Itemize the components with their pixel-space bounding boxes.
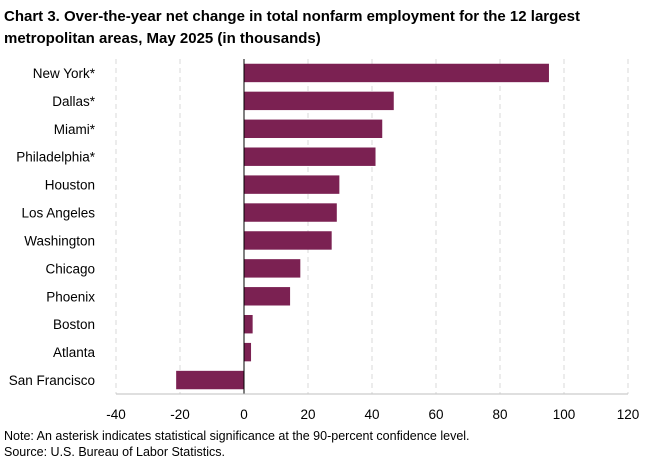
category-label: Los Angeles <box>21 206 95 221</box>
x-tick-label: 40 <box>364 407 379 422</box>
bar-phoenix <box>244 287 291 306</box>
bar-miami <box>244 119 383 139</box>
x-tick-labels: -40 -20 0 20 40 60 80 100 120 <box>106 407 639 422</box>
axes <box>116 59 628 395</box>
bar-boston <box>244 314 253 334</box>
bar-dallas <box>244 91 394 111</box>
footnotes: Note: An asterisk indicates statistical … <box>4 428 470 460</box>
category-label: New York* <box>33 66 96 81</box>
category-label: Washington <box>24 233 95 248</box>
category-label: Houston <box>45 178 95 193</box>
source-text: Source: U.S. Bureau of Labor Statistics. <box>4 445 225 459</box>
x-tick-label: -40 <box>106 407 126 422</box>
bar-washington <box>244 231 332 250</box>
x-tick-label: 60 <box>428 407 443 422</box>
bar-atlanta <box>244 342 252 362</box>
bar-san-francisco <box>176 370 244 390</box>
x-tick-label: 120 <box>617 407 640 422</box>
bar-los-angeles <box>244 203 337 222</box>
chart-title: Chart 3. Over-the-year net change in tot… <box>4 8 580 47</box>
bar-philadelphia <box>244 147 376 166</box>
x-tick-label: 0 <box>240 407 248 422</box>
x-tick-label: 80 <box>492 407 507 422</box>
bar-chicago <box>244 259 301 278</box>
note-text: Note: An asterisk indicates statistical … <box>4 429 470 443</box>
category-label: Chicago <box>45 261 95 276</box>
category-label: Phoenix <box>46 289 95 304</box>
category-label: Boston <box>53 317 95 332</box>
bar-houston <box>244 175 340 194</box>
category-labels: New York* Dallas* Miami* Philadelphia* Houst… <box>9 66 96 388</box>
x-tick-label: 20 <box>300 407 315 422</box>
category-label: Philadelphia* <box>16 150 96 165</box>
category-label: Atlanta <box>53 345 96 360</box>
gridlines <box>115 59 629 394</box>
bars <box>176 63 549 390</box>
category-label: Miami* <box>54 122 96 137</box>
bar-new-york <box>244 63 549 83</box>
x-tick-label: -20 <box>170 407 190 422</box>
category-label: Dallas* <box>52 94 96 109</box>
x-tick-label: 100 <box>553 407 576 422</box>
category-label: San Francisco <box>9 373 95 388</box>
